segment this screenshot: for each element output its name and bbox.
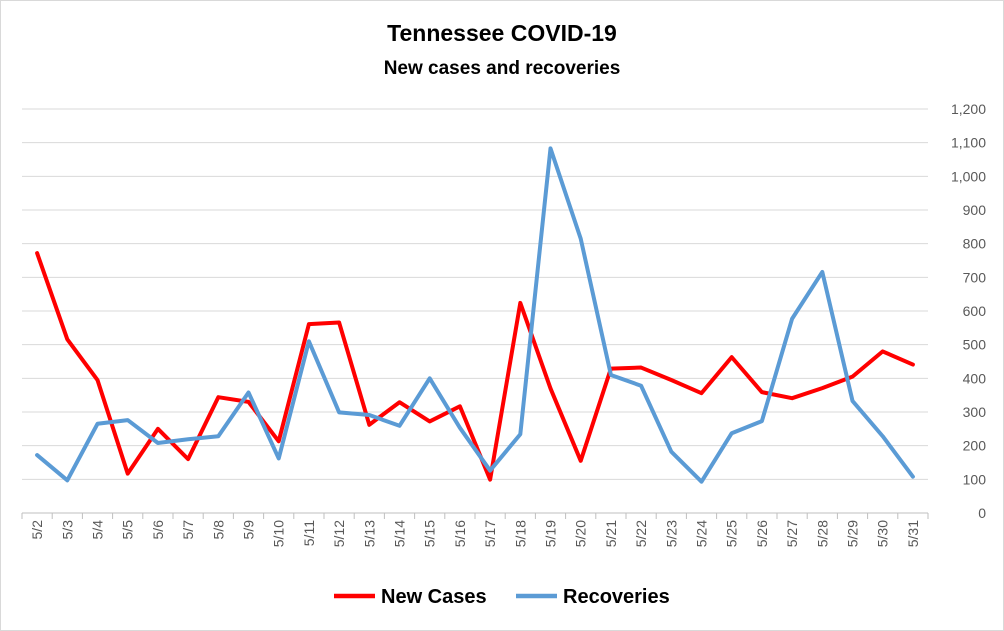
y-tick-label: 300 [963, 404, 987, 420]
series-layer [35, 146, 915, 484]
series-line-recoveries [35, 146, 915, 484]
x-tick-label: 5/18 [512, 520, 528, 547]
x-tick-label: 5/23 [663, 520, 679, 547]
y-tick-label: 900 [963, 202, 987, 218]
x-tick-label: 5/16 [452, 520, 468, 547]
y-tick-label: 700 [963, 269, 987, 285]
x-tick-label: 5/22 [633, 520, 649, 547]
x-tick-label: 5/12 [331, 520, 347, 547]
y-axis: 0 100 200 300 400 500 600 700 800 900 1,000 1,100 1,… [951, 101, 986, 521]
x-tick-label: 5/19 [543, 520, 559, 547]
x-tick-label: 5/4 [90, 520, 106, 540]
x-tick-label: 5/3 [59, 520, 75, 540]
x-tick-label: 5/30 [875, 520, 891, 547]
chart-title: Tennessee COVID-19 [387, 20, 617, 46]
x-tick-label: 5/5 [120, 520, 136, 540]
x-tick-label: 5/13 [361, 520, 377, 547]
x-tick-label: 5/15 [422, 520, 438, 547]
legend-label-recoveries: Recoveries [563, 586, 670, 608]
y-tick-label: 1,000 [951, 168, 986, 184]
y-tick-label: 200 [963, 438, 987, 454]
x-tick-label: 5/27 [784, 520, 800, 547]
x-tick-label: 5/29 [845, 520, 861, 547]
x-axis: 5/2 5/3 5/4 5/5 5/6 5/7 5/8 5/9 5/10 5/11 5/12 5/13… [21, 513, 929, 547]
x-tick-label: 5/17 [482, 520, 498, 547]
y-tick-label: 600 [963, 303, 987, 319]
x-tick-label: 5/11 [301, 520, 317, 546]
x-tick-label: 5/26 [754, 520, 770, 547]
x-tick-label: 5/24 [694, 520, 710, 547]
y-tick-label: 1,100 [951, 135, 986, 151]
chart-subtitle: New cases and recoveries [383, 58, 621, 79]
x-tick-label: 5/9 [241, 520, 257, 540]
series-line-new-cases [35, 251, 915, 482]
x-tick-label: 5/14 [392, 520, 408, 547]
legend: New Cases Recoveries [334, 586, 670, 608]
y-tick-label: 400 [963, 370, 987, 386]
x-tick-label: 5/6 [150, 520, 166, 540]
y-tick-label: 100 [963, 471, 987, 487]
y-tick-label: 500 [963, 337, 987, 353]
x-tick-label: 5/10 [271, 520, 287, 547]
x-tick-label: 5/31 [905, 520, 921, 547]
y-tick-label: 800 [963, 236, 987, 252]
y-tick-label: 0 [978, 505, 986, 521]
x-tick-label: 5/21 [603, 520, 619, 547]
x-tick-label: 5/28 [814, 520, 830, 547]
x-tick-label: 5/7 [180, 520, 196, 540]
x-tick-label: 5/25 [724, 520, 740, 547]
x-tick-label: 5/20 [573, 520, 589, 547]
legend-label-new-cases: New Cases [381, 586, 487, 608]
y-tick-label: 1,200 [951, 101, 986, 117]
x-tick-label: 5/8 [210, 520, 226, 540]
x-tick-label: 5/2 [29, 520, 45, 540]
